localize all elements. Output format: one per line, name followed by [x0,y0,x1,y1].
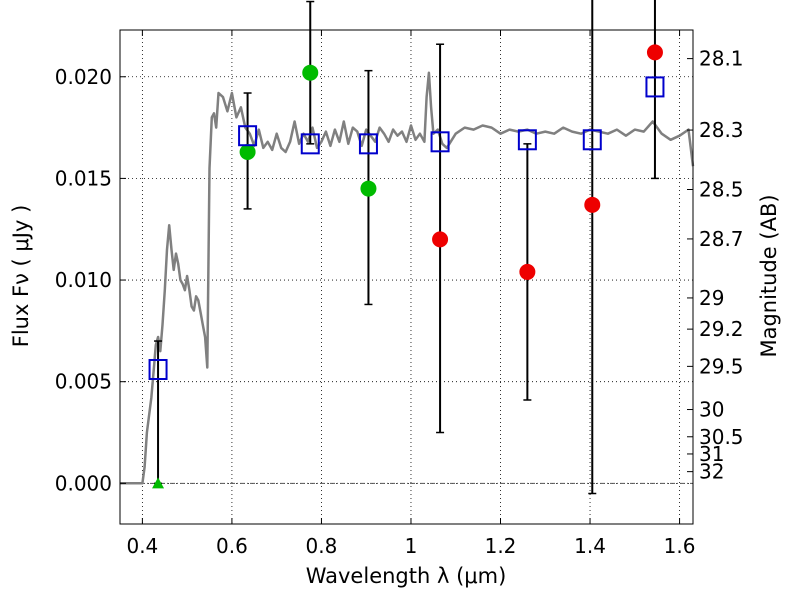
magnitude-tick-label: 28.1 [699,47,744,71]
y-axis-ticks: 0.000 0.005 0.010 0.015 0.020 [55,65,126,495]
y-tick-label: 0.015 [55,166,112,190]
model-flux-square [148,358,168,380]
data-markers [148,44,665,489]
x-tick-label: 0.8 [306,534,338,558]
faint-flux-point [519,263,536,280]
x-tick-label: 1.6 [664,534,696,558]
grid-lines [120,30,693,524]
model-flux-square [430,131,450,153]
faint-flux-point [646,44,663,61]
x-tick-label: 1 [405,534,418,558]
magnitude-tick-label: 30 [699,398,724,422]
magnitude-tick-label: 31 [699,442,724,466]
model-flux-square [358,133,378,155]
model-flux-square [300,133,320,155]
magnitude-axis-label: Magnitude (AB) [757,194,781,357]
faint-flux-point [584,196,601,213]
detected-flux-point [239,143,256,160]
y-tick-label: 0.020 [55,65,112,89]
magnitude-tick-label: 29.5 [699,354,744,378]
x-axis-label: Wavelength λ (μm) [306,564,507,588]
model-flux-square [517,129,537,151]
plot-frame [119,29,694,525]
magnitude-tick-label: 28.5 [699,177,744,201]
sed-spectrum-group [120,71,695,485]
model-flux-square [645,76,665,98]
magnitude-tick-label: 29.2 [699,317,744,341]
x-tick-label: 1.4 [574,534,606,558]
detected-flux-point [360,180,377,197]
y-tick-label: 0.010 [55,268,112,292]
detected-flux-point [302,64,319,81]
y-tick-label: 0.000 [55,471,112,495]
model-flux-square [238,125,258,147]
x-tick-label: 0.4 [126,534,158,558]
x-tick-label: 0.6 [216,534,248,558]
model-flux-square [582,129,602,151]
magnitude-tick-label: 30.5 [699,425,744,449]
error-bars [154,0,659,495]
magnitude-tick-label: 29 [699,286,724,310]
upper-limit-triangle [152,477,165,489]
magnitude-tick-label: 28.3 [699,118,744,142]
y-tick-label: 0.005 [55,370,112,394]
sed-spectrum-line [120,71,695,485]
magnitude-tick-label: 28.7 [699,227,744,251]
y-axis-label: Flux Fν ( μJy ) [9,205,33,348]
magnitude-tick-label: 32 [699,460,724,484]
faint-flux-point [432,231,449,248]
x-tick-label: 1.2 [485,534,517,558]
x-axis-ticks: 0.4 0.6 0.8 1 1.2 1.4 1.6 [126,30,695,558]
